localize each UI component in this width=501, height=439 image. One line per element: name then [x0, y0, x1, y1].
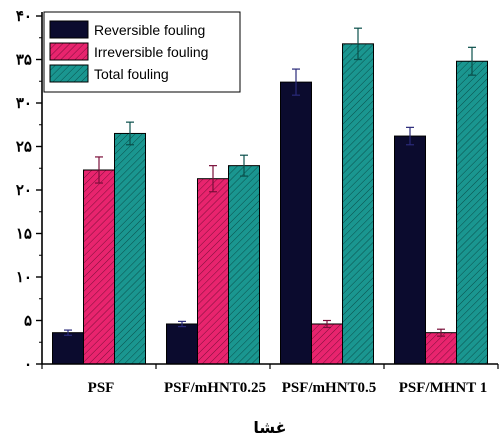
legend-label-total: Total fouling	[94, 66, 169, 82]
error-bars-layer	[64, 27, 476, 337]
bar-2-4	[425, 332, 457, 365]
axes-layer	[36, 12, 499, 369]
y-tick-label-0: ۰	[24, 356, 32, 373]
x-tick-label-3: PSF/mHNT0.5	[282, 380, 377, 396]
y-tick-label-30: ۳۰	[16, 95, 32, 112]
legend-label-irreversible: Irreversible fouling	[94, 44, 208, 60]
bar-3-4	[456, 60, 488, 365]
y-tick-label-40: ۴۰	[16, 8, 32, 25]
legend: Reversible fouling Irreversible fouling …	[43, 11, 241, 93]
bar-1-2	[166, 323, 198, 365]
x-tick-label-1: PSF	[88, 380, 115, 396]
y-tick-labels: ۰ ۵ ۱۰ ۱۵ ۲۰ ۲۵ ۳۰ ۳۵ ۴۰	[16, 8, 32, 373]
y-tick-label-10: ۱۰	[16, 269, 32, 286]
y-tick-label-25: ۲۵	[16, 139, 32, 156]
bar-1-3	[280, 81, 312, 365]
x-axis-label: غشا	[253, 418, 286, 437]
x-tick-label-4: PSF/MHNT 1	[399, 380, 487, 396]
y-tick-label-20: ۲۰	[16, 182, 32, 199]
bar-2-3	[311, 323, 343, 365]
y-tick-label-15: ۱۵	[16, 226, 32, 243]
y-tick-label-35: ۳۵	[16, 52, 32, 69]
bar-1-1	[52, 332, 84, 365]
bar-3-2	[228, 165, 260, 365]
y-tick-label-5: ۵	[24, 313, 32, 330]
bar-3-1	[114, 132, 146, 365]
x-category-labels: PSF PSF/mHNT0.25 PSF/mHNT0.5 PSF/MHNT 1	[88, 380, 488, 396]
legend-swatch-total	[49, 64, 89, 83]
legend-label-reversible: Reversible fouling	[94, 22, 205, 38]
legend-swatch-irreversible	[49, 42, 89, 61]
bar-2-1	[83, 169, 115, 365]
legend-swatch-reversible	[49, 20, 89, 39]
bar-1-4	[394, 135, 426, 365]
bar-3-3	[342, 43, 374, 365]
x-tick-label-2: PSF/mHNT0.25	[164, 380, 266, 396]
bar-2-2	[197, 178, 229, 365]
